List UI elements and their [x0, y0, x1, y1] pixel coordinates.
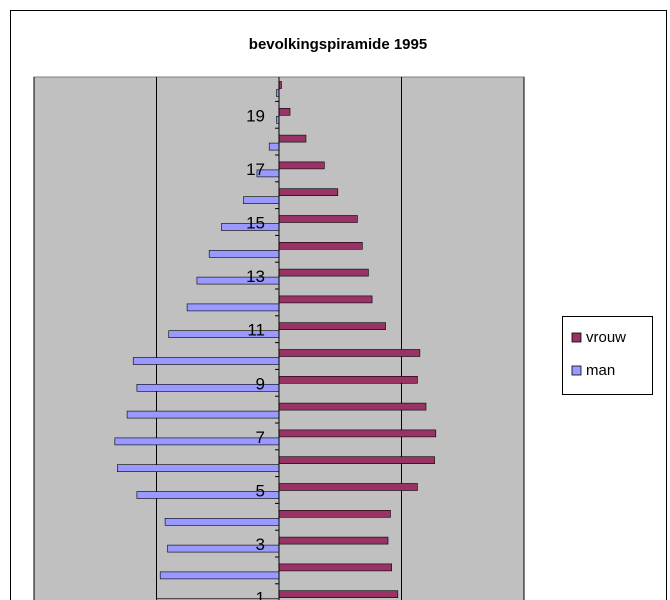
bar [278, 322, 386, 331]
bar [278, 161, 325, 170]
y-tick-label: 1 [256, 589, 265, 600]
y-tick-label: 7 [256, 428, 265, 447]
bar [278, 188, 339, 196]
y-tick-label: 13 [246, 267, 265, 286]
bar [278, 268, 369, 277]
legend-box [562, 316, 653, 395]
bar [278, 456, 435, 465]
legend-swatch [571, 332, 582, 343]
bar [278, 402, 427, 411]
bar [186, 303, 280, 312]
bar [278, 509, 391, 518]
bar [278, 429, 437, 438]
bar [196, 276, 280, 285]
bar [278, 108, 291, 116]
y-tick-label: 11 [247, 321, 265, 340]
bar [243, 196, 280, 204]
bar [278, 134, 307, 143]
bar [117, 464, 280, 473]
y-tick-label: 5 [256, 481, 265, 500]
y-tick-label: 15 [246, 213, 265, 232]
bar [278, 483, 418, 491]
y-tick-label: 19 [246, 106, 265, 125]
bar [278, 242, 363, 250]
bar [278, 563, 392, 572]
legend-label: man [586, 362, 615, 379]
bar [208, 250, 280, 258]
bar [278, 349, 421, 357]
bar [159, 571, 280, 580]
bar [164, 517, 280, 526]
bar [278, 590, 399, 599]
bar [156, 598, 280, 600]
legend-label: vrouw [586, 329, 626, 346]
bar [278, 215, 358, 223]
bar [114, 437, 280, 446]
y-tick-label: 9 [256, 374, 265, 393]
bar [278, 295, 373, 304]
bar [126, 410, 280, 419]
chart-title: bevolkingspiramide 1995 [249, 36, 427, 53]
y-tick-label: 17 [246, 160, 265, 179]
bar [278, 375, 418, 384]
y-tick-label: 3 [256, 535, 265, 554]
bar [278, 536, 389, 545]
bar [268, 142, 280, 151]
bar [132, 357, 280, 365]
legend-swatch [571, 365, 582, 376]
